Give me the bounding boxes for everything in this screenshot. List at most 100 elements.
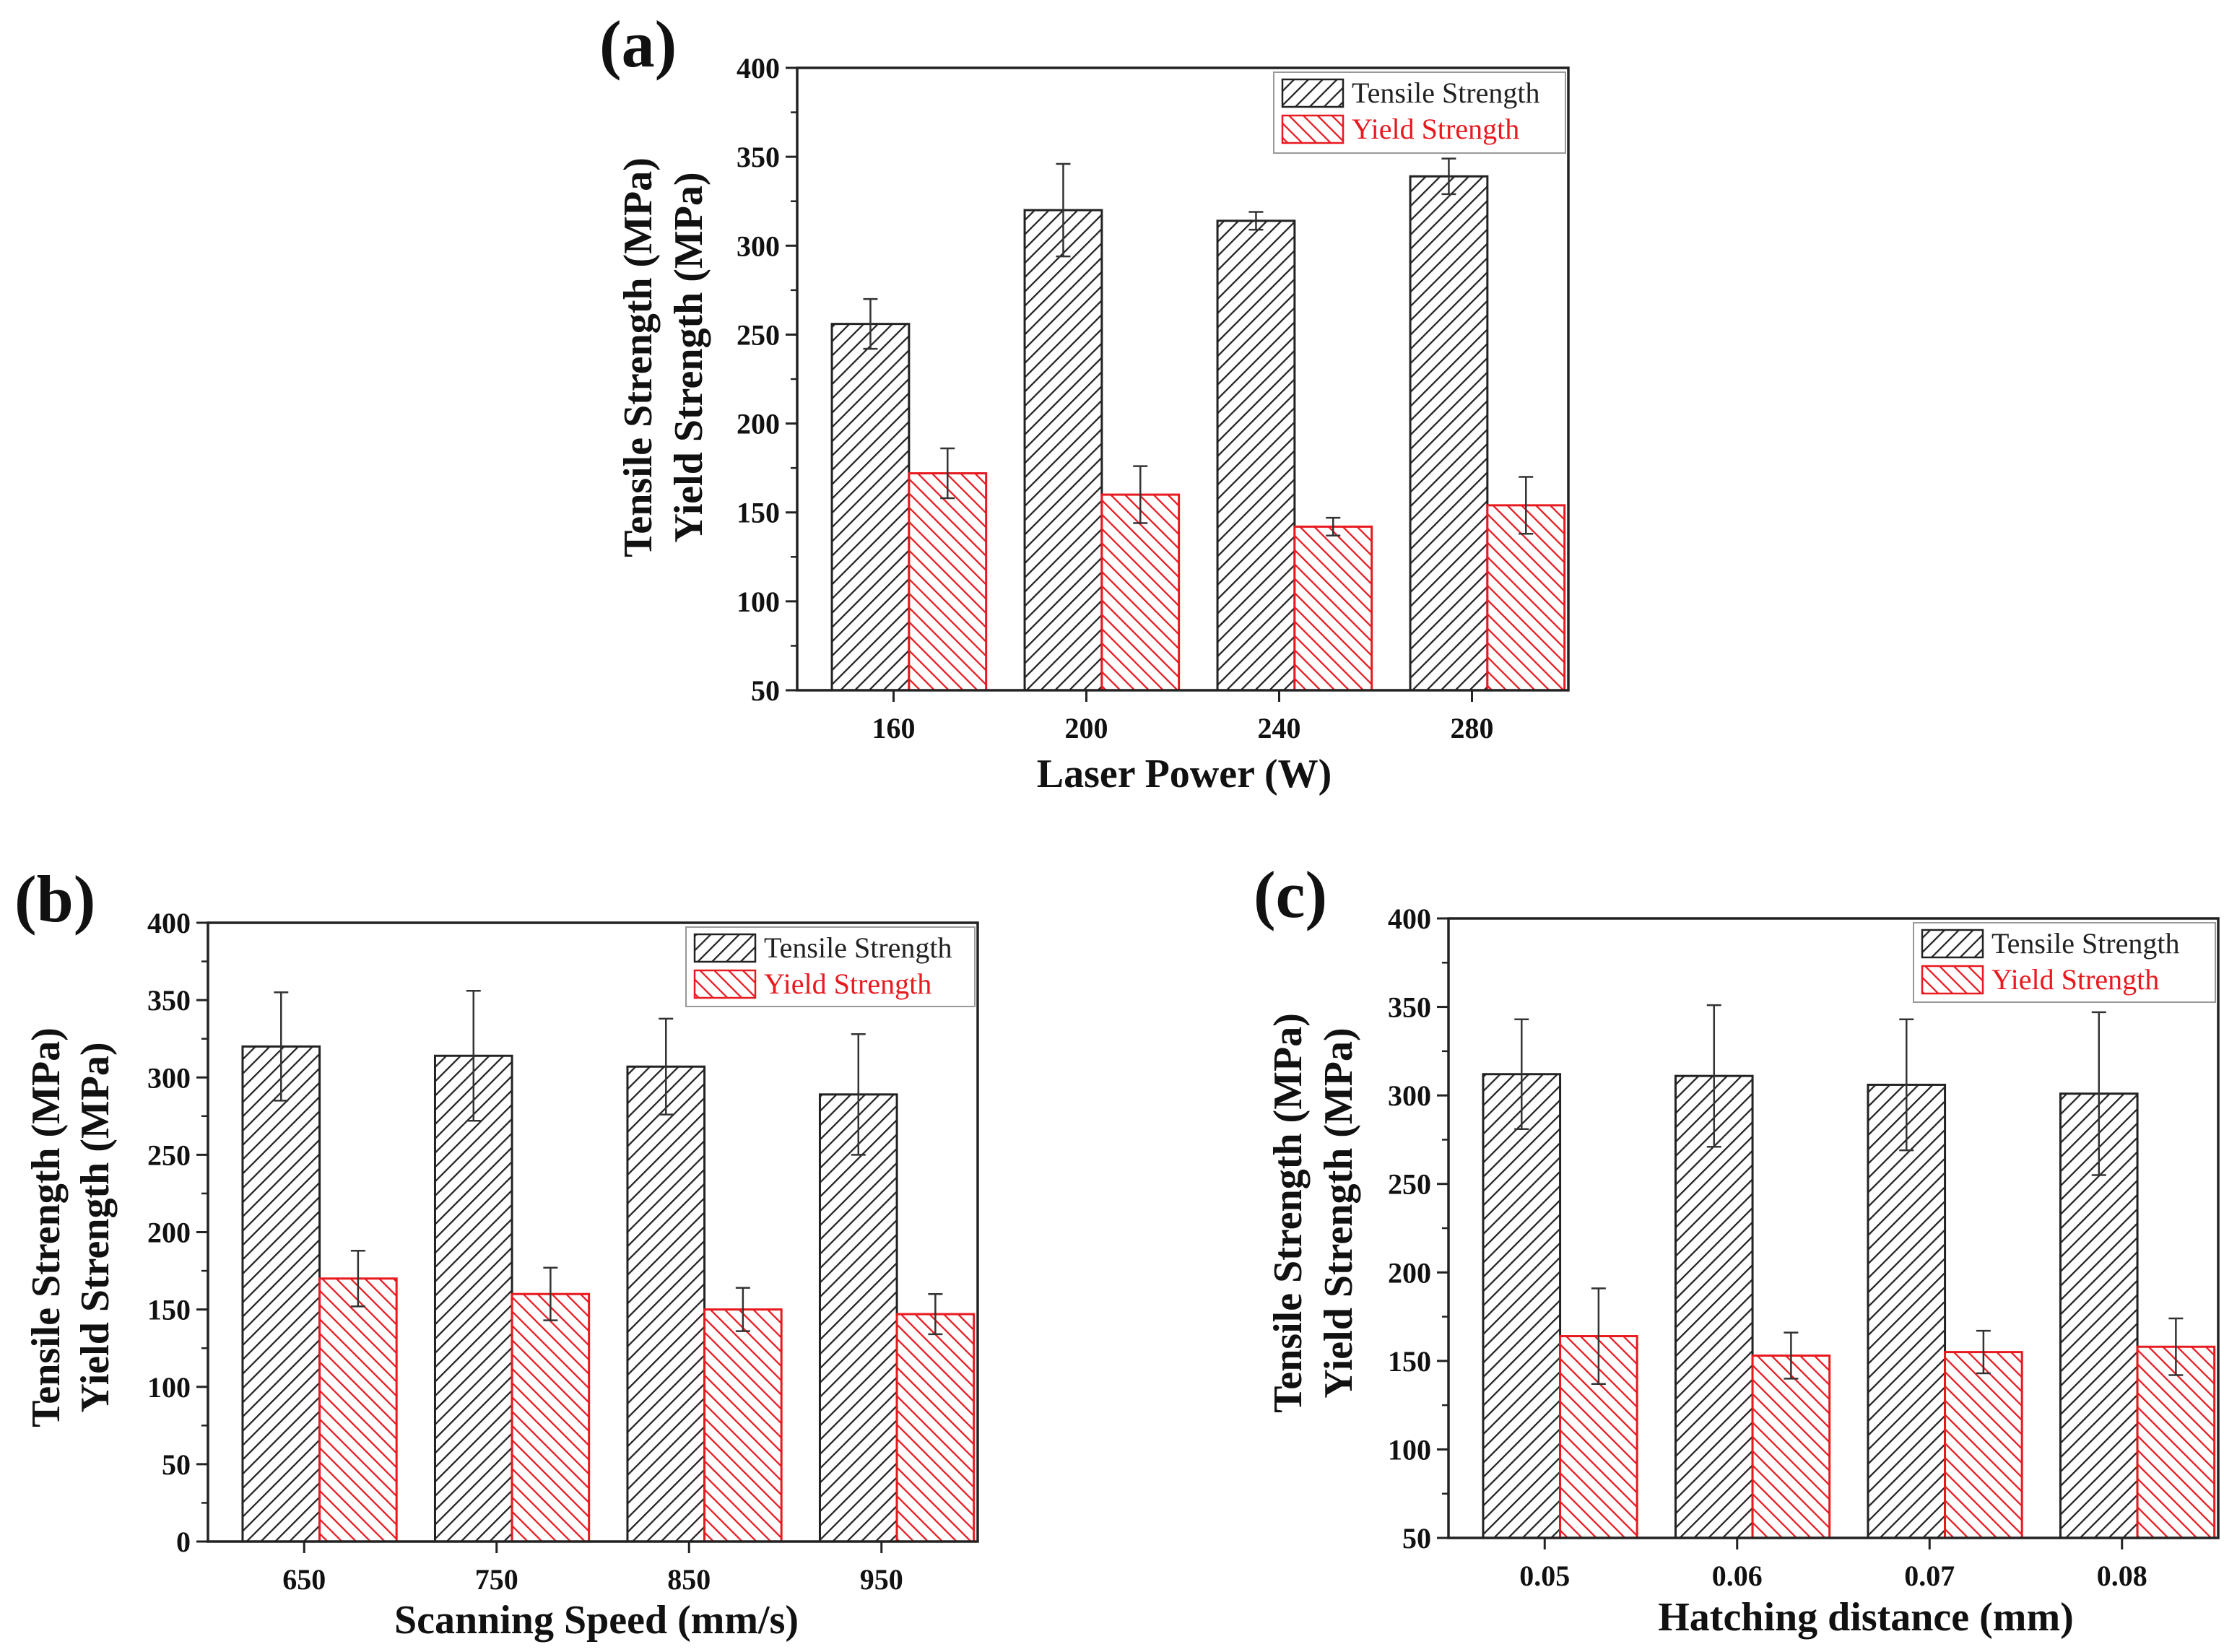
y-tick-label: 350 xyxy=(1388,991,1431,1024)
tensile-bar-280 xyxy=(1409,175,1489,692)
y-tick-label: 400 xyxy=(737,52,780,84)
tensile-bar-160 xyxy=(830,323,911,692)
yield-error-bar-850 xyxy=(735,1287,750,1332)
tensile-error-bar-0.08 xyxy=(2091,1011,2106,1176)
x-tick-label-750: 750 xyxy=(475,1563,518,1596)
yield-error-bar-160 xyxy=(940,447,955,500)
yield-bar-0.06 xyxy=(1751,1355,1831,1539)
y-tick-label: 400 xyxy=(1388,903,1431,935)
tensile-bar-850 xyxy=(626,1065,706,1543)
x-tick-label-240: 240 xyxy=(1258,712,1301,744)
x-tick-label-0.08: 0.08 xyxy=(2097,1560,2147,1592)
y-tick-label: 100 xyxy=(1388,1433,1431,1466)
y-tick-label: 250 xyxy=(737,318,780,351)
tensile-error-bar-200 xyxy=(1056,162,1071,258)
y-tick-label: 150 xyxy=(1388,1345,1431,1378)
y-tick-label: 300 xyxy=(1388,1079,1431,1112)
x-axis-title-b: Scanning Speed (mm/s) xyxy=(394,1598,799,1643)
tensile-bar-0.07 xyxy=(1867,1083,1947,1539)
panel-label-a: (a) xyxy=(599,7,677,81)
yield-bar-200 xyxy=(1100,493,1181,692)
tensile-error-bar-280 xyxy=(1441,157,1456,196)
panel-label-b: (b) xyxy=(14,862,95,936)
yield-bar-0.07 xyxy=(1944,1351,2023,1539)
chart-panel-b: (b) Tensile Strength (MPa) Yield Strengt… xyxy=(14,862,979,1643)
y-axis-title-line1-a: Tensile Strength (MPa) xyxy=(616,157,661,557)
plot-area-b: 0 50 100 150 200 250 300 350 400 650 750 850 950 Tens… xyxy=(147,907,979,1596)
yield-error-bar-0.07 xyxy=(1976,1329,1991,1375)
legend: Tensile Strength Yield Strength xyxy=(1273,71,1566,154)
y-tick-label: 150 xyxy=(147,1294,191,1326)
x-tick-label-280: 280 xyxy=(1451,712,1494,744)
plot-area-a: 50 100 150 200 250 300 350 400 160 200 240 280 Tensi… xyxy=(737,52,1570,744)
y-axis-title-line1-c: Tensile Strength (MPa) xyxy=(1266,1013,1311,1413)
tensile-error-bar-950 xyxy=(851,1033,866,1156)
yield-bar-160 xyxy=(908,472,988,692)
legend-label-yield: Yield Strength xyxy=(1991,963,2159,996)
yield-bar-850 xyxy=(703,1308,783,1543)
yield-bar-650 xyxy=(318,1277,398,1543)
y-tick-label: 300 xyxy=(737,230,780,262)
yield-error-bar-0.06 xyxy=(1784,1331,1799,1380)
y-tick-label: 50 xyxy=(1402,1522,1431,1555)
y-axis-title-line2-c: Yield Strength (MPa) xyxy=(1316,1027,1361,1398)
panel-label-c: (c) xyxy=(1254,858,1327,931)
x-tick-label-950: 950 xyxy=(860,1563,903,1596)
legend-swatch-tensile xyxy=(1921,929,1984,959)
y-axis-title-line2-a: Yield Strength (MPa) xyxy=(666,172,711,542)
y-tick-label: 350 xyxy=(147,984,191,1017)
y-tick-label: 250 xyxy=(147,1139,191,1171)
y-axis-title-line1-b: Tensile Strength (MPa) xyxy=(24,1027,69,1427)
yield-bar-750 xyxy=(511,1292,591,1543)
tensile-error-bar-0.05 xyxy=(1514,1018,1529,1130)
y-tick-label: 100 xyxy=(737,586,780,618)
tensile-bar-750 xyxy=(433,1054,513,1543)
legend-swatch-yield xyxy=(1921,965,1984,995)
y-tick-label: 350 xyxy=(737,141,780,173)
tensile-bar-200 xyxy=(1023,209,1103,692)
tensile-error-bar-750 xyxy=(466,990,481,1122)
yield-error-bar-240 xyxy=(1326,516,1341,536)
tensile-error-bar-650 xyxy=(274,991,289,1102)
yield-error-bar-280 xyxy=(1519,476,1534,535)
legend-label-yield: Yield Strength xyxy=(1352,113,1519,145)
x-tick-label-160: 160 xyxy=(872,712,916,744)
tensile-error-bar-240 xyxy=(1248,211,1264,231)
yield-bar-280 xyxy=(1486,504,1566,692)
yield-error-bar-0.05 xyxy=(1591,1287,1606,1385)
tensile-error-bar-850 xyxy=(659,1017,674,1116)
y-tick-label: 50 xyxy=(751,674,780,707)
tensile-bar-650 xyxy=(241,1045,321,1543)
tensile-error-bar-160 xyxy=(863,297,878,350)
yield-error-bar-200 xyxy=(1133,465,1148,524)
legend-label-tensile: Tensile Strength xyxy=(764,931,952,964)
legend-swatch-yield xyxy=(693,969,757,999)
y-tick-label: 300 xyxy=(147,1061,191,1094)
x-axis-title-c: Hatching distance (mm) xyxy=(1658,1595,2074,1640)
y-tick-label: 50 xyxy=(162,1448,191,1481)
legend-swatch-tensile xyxy=(1281,78,1345,108)
x-tick-label-0.07: 0.07 xyxy=(1904,1560,1955,1592)
yield-error-bar-950 xyxy=(928,1292,943,1336)
y-tick-label: 400 xyxy=(147,907,191,939)
y-tick-label: 100 xyxy=(147,1371,191,1404)
x-tick-label-0.05: 0.05 xyxy=(1519,1560,1570,1592)
y-tick-label: 200 xyxy=(1388,1256,1431,1289)
tensile-error-bar-0.07 xyxy=(1899,1018,1914,1152)
yield-bar-240 xyxy=(1293,525,1373,692)
y-tick-label: 0 xyxy=(176,1526,191,1558)
y-tick-label: 250 xyxy=(1388,1168,1431,1201)
tensile-bar-0.05 xyxy=(1482,1073,1562,1539)
plot-area-c: 50 100 150 200 250 300 350 400 0.05 0.06 0.07 0.08 T… xyxy=(1388,903,2220,1592)
yield-error-bar-650 xyxy=(350,1249,365,1308)
tensile-error-bar-0.06 xyxy=(1706,1004,1721,1148)
x-axis-title-a: Laser Power (W) xyxy=(1037,752,1332,796)
legend-swatch-yield xyxy=(1281,114,1345,144)
legend-swatch-tensile xyxy=(693,933,757,963)
yield-error-bar-750 xyxy=(543,1266,558,1321)
legend-label-tensile: Tensile Strength xyxy=(1352,77,1540,109)
chart-panel-a: (a) Tensile Strength (MPa) Yield Strengt… xyxy=(599,7,1570,796)
